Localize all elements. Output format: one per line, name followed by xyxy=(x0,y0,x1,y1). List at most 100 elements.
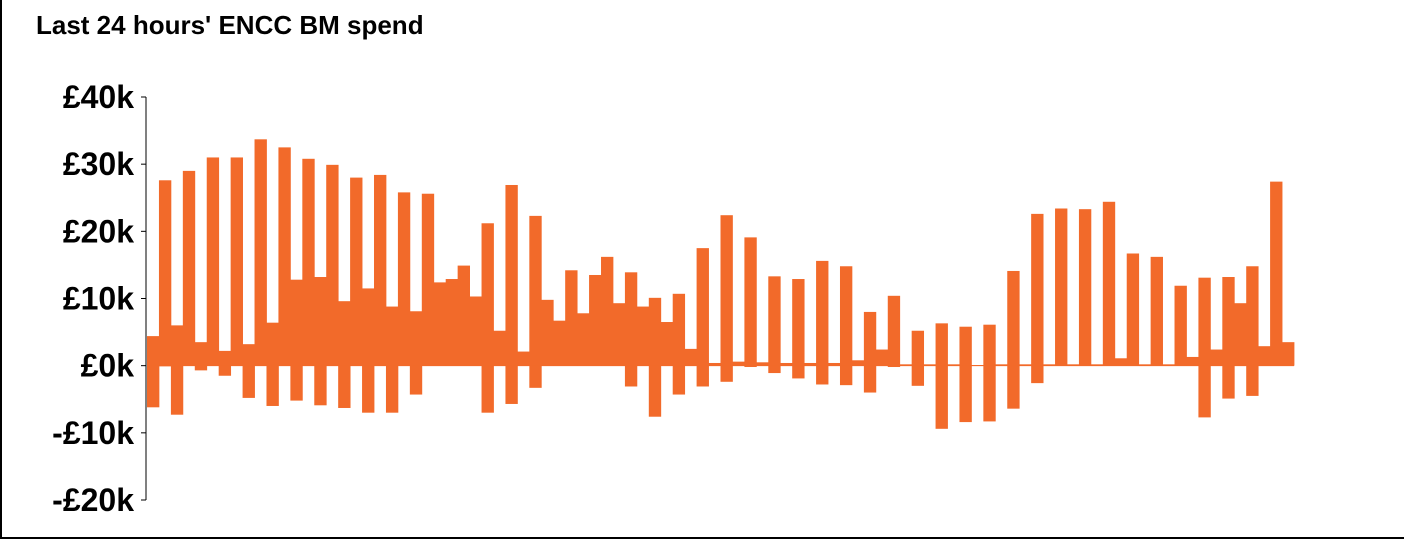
bar-positive xyxy=(804,362,817,366)
bar-negative xyxy=(792,365,805,379)
y-tick-label: -£10k xyxy=(52,415,134,451)
bar-positive xyxy=(959,326,972,366)
bar-positive xyxy=(194,342,208,366)
bar-positive xyxy=(935,323,948,366)
bar-positive xyxy=(947,364,960,366)
bar-positive xyxy=(481,223,494,366)
bar-negative xyxy=(935,365,948,429)
bar-positive xyxy=(923,364,936,366)
bar-negative xyxy=(290,365,303,401)
bar-positive xyxy=(218,350,232,366)
bar-positive xyxy=(899,364,913,366)
y-tick-label: £20k xyxy=(63,213,134,249)
bar-positive xyxy=(541,299,554,366)
bar-positive xyxy=(1246,266,1259,366)
bar-positive xyxy=(1078,209,1092,366)
bar-negative xyxy=(911,365,925,386)
bar-positive xyxy=(828,362,841,366)
bar-positive xyxy=(792,279,805,366)
bar-positive xyxy=(768,276,781,366)
bar-positive xyxy=(839,266,853,366)
bar-negative xyxy=(242,365,255,398)
bar-positive xyxy=(1282,342,1295,366)
bar-positive xyxy=(338,301,351,366)
bar-positive xyxy=(851,360,865,366)
bar-negative xyxy=(887,365,901,368)
bar-positive xyxy=(577,313,590,366)
bar-positive xyxy=(684,348,698,366)
bar-positive xyxy=(433,282,447,366)
bar-positive xyxy=(696,248,709,366)
bar-positive xyxy=(278,147,291,366)
bar-negative xyxy=(1031,365,1044,384)
bar-negative xyxy=(624,365,638,387)
bar-positive xyxy=(780,362,793,366)
bar-positive xyxy=(1150,256,1163,366)
bar-positive xyxy=(636,306,650,366)
bar-positive xyxy=(505,184,518,366)
bar-negative xyxy=(385,365,399,413)
bar-positive xyxy=(254,139,267,366)
bar-positive xyxy=(756,362,769,366)
bar-positive xyxy=(995,364,1008,366)
bar-positive xyxy=(816,260,829,366)
bar-negative xyxy=(959,365,972,423)
bar-positive xyxy=(1174,285,1187,366)
bar-positive xyxy=(266,322,279,366)
bar-positive xyxy=(1270,181,1283,366)
bar-positive xyxy=(374,174,387,366)
bar-positive xyxy=(1019,364,1032,366)
bar-positive xyxy=(971,365,984,366)
bar-positive xyxy=(242,344,255,366)
bar-negative xyxy=(744,365,757,368)
bar-positive xyxy=(875,349,889,366)
bar-positive xyxy=(457,265,470,366)
bar-negative xyxy=(816,365,829,385)
bar-positive xyxy=(983,324,996,366)
bar-positive xyxy=(147,336,160,366)
y-tick-label: £40k xyxy=(63,79,134,115)
bar-negative xyxy=(1222,365,1235,399)
bar-positive xyxy=(1210,349,1223,366)
bar-positive xyxy=(385,306,399,366)
bar-positive xyxy=(863,311,877,366)
bar-positive xyxy=(1258,346,1271,366)
bar-positive xyxy=(1031,213,1044,366)
bar-negative xyxy=(314,365,327,406)
bar-negative xyxy=(529,365,542,388)
bar-positive xyxy=(648,297,662,366)
bar-positive xyxy=(350,177,363,366)
bar-positive xyxy=(601,256,614,366)
bar-negative xyxy=(170,365,184,415)
bar-positive xyxy=(445,279,459,366)
bar-positive xyxy=(612,303,626,366)
bar-negative xyxy=(720,365,733,382)
bar-negative xyxy=(839,365,853,386)
bar-negative xyxy=(194,365,208,371)
bar-positive xyxy=(553,320,566,366)
bar-positive xyxy=(1126,253,1140,366)
bar-negative xyxy=(1007,365,1020,409)
bar-positive xyxy=(290,279,303,366)
bar-negative xyxy=(409,365,423,395)
bar-negative xyxy=(158,365,172,367)
bars xyxy=(147,139,1295,429)
bar-positive xyxy=(206,157,220,366)
bar-positive xyxy=(1186,356,1199,366)
bar-positive xyxy=(1043,364,1056,366)
bar-positive xyxy=(493,330,506,366)
bar-negative xyxy=(218,365,232,376)
bar-positive xyxy=(362,288,375,366)
bar-positive xyxy=(708,362,721,366)
bar-positive xyxy=(469,296,482,366)
bar-positive xyxy=(887,295,901,366)
bar-negative xyxy=(1246,365,1259,396)
bar-positive xyxy=(1162,364,1175,366)
bar-positive xyxy=(182,170,196,366)
bar-positive xyxy=(732,361,745,366)
y-tick-label: -£20k xyxy=(52,482,134,518)
y-tick-label: £30k xyxy=(63,146,134,182)
bar-positive xyxy=(517,351,530,366)
